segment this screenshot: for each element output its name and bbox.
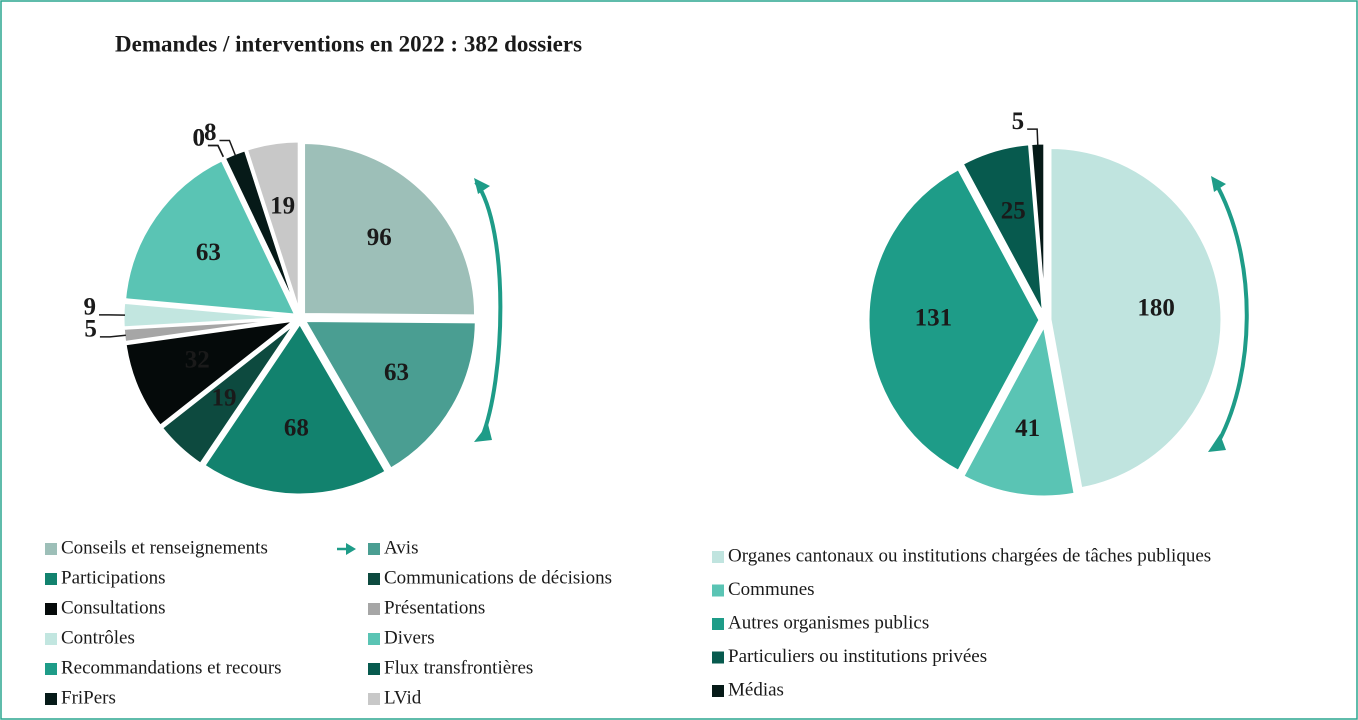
leader-line: [207, 144, 226, 161]
data-label: 0: [192, 124, 205, 151]
legend-swatch: [45, 693, 57, 705]
arrow-head: [474, 178, 490, 194]
pie-slice: [122, 157, 299, 317]
pie-slice: [866, 166, 1042, 474]
legend-label: Flux transfrontières: [384, 657, 533, 678]
leader-line: [207, 144, 226, 161]
legend-label: Contrôles: [61, 627, 135, 648]
legend-swatch: [368, 693, 380, 705]
pie-slice: [123, 317, 301, 429]
legend-swatch: [45, 573, 57, 585]
legend-label: Communes: [728, 579, 815, 600]
arrow-head: [346, 543, 356, 555]
leader-line: [99, 334, 126, 338]
legend-swatch: [712, 685, 724, 697]
legend-swatch: [368, 543, 380, 555]
pie-slice: [244, 139, 301, 314]
pie-slice: [302, 140, 478, 318]
arrow-head: [1208, 434, 1226, 452]
data-label: 180: [1137, 295, 1175, 322]
pie-slice: [159, 320, 298, 467]
data-label: 96: [367, 224, 392, 251]
legend-label: Conseils et renseignements: [61, 537, 268, 558]
chart-title: Demandes / interventions en 2022 : 382 d…: [115, 31, 582, 56]
legend-label: Avis: [384, 537, 418, 558]
data-label: 9: [84, 294, 97, 321]
legend-label: Médias: [728, 679, 784, 700]
legend-swatch: [368, 603, 380, 615]
data-label: 131: [915, 305, 953, 332]
legend-label: Présentations: [384, 597, 485, 618]
legend-swatch: [45, 543, 57, 555]
data-label: 8: [204, 119, 217, 146]
arrow-head: [1211, 176, 1226, 192]
legend-label: LVid: [384, 687, 422, 708]
arrow: [474, 180, 503, 438]
leader-line: [1027, 128, 1039, 146]
data-label: 41: [1015, 415, 1040, 442]
legend-swatch: [368, 663, 380, 675]
data-label: 5: [1012, 108, 1025, 135]
arrow: [1212, 179, 1249, 450]
data-label: 25: [1001, 198, 1026, 225]
data-label: 19: [270, 192, 295, 219]
legend-label: Particuliers ou institutions privées: [728, 646, 987, 667]
pie-slice: [960, 320, 1077, 499]
legend-swatch: [368, 573, 380, 585]
legend-swatch: [45, 633, 57, 645]
pie-slice: [1048, 146, 1224, 491]
pie-slice: [201, 320, 389, 497]
legend-label: Consultations: [61, 597, 166, 618]
legend-swatch: [712, 551, 724, 563]
legend-label: Communications de décisions: [384, 567, 612, 588]
data-label: 63: [384, 359, 409, 386]
legend-swatch: [712, 584, 724, 597]
leader-line: [219, 139, 237, 156]
legend-label: FriPers: [61, 687, 116, 708]
legend-label: Recommandations et recours: [61, 657, 282, 678]
data-label: 32: [185, 347, 210, 374]
legend-label: Autres organismes publics: [728, 612, 929, 633]
pie-slice: [301, 318, 478, 472]
legend-label: Organes cantonaux ou institutions chargé…: [728, 545, 1211, 566]
legend-swatch: [45, 603, 57, 615]
legend-label: Divers: [384, 627, 435, 648]
legend-swatch: [712, 618, 724, 630]
data-label: 19: [212, 385, 237, 412]
data-label: 0: [192, 124, 205, 151]
legend-swatch: [712, 651, 724, 664]
arrow-head: [474, 424, 492, 442]
data-label: 68: [284, 414, 309, 441]
rotation-arrows: [474, 179, 1249, 450]
legend-swatch: [45, 663, 57, 675]
data-label: 5: [84, 316, 97, 343]
legend-swatch: [368, 633, 380, 645]
legend-label: Participations: [61, 567, 165, 588]
legend-arrow: [337, 543, 356, 555]
data-label: 63: [196, 239, 221, 266]
